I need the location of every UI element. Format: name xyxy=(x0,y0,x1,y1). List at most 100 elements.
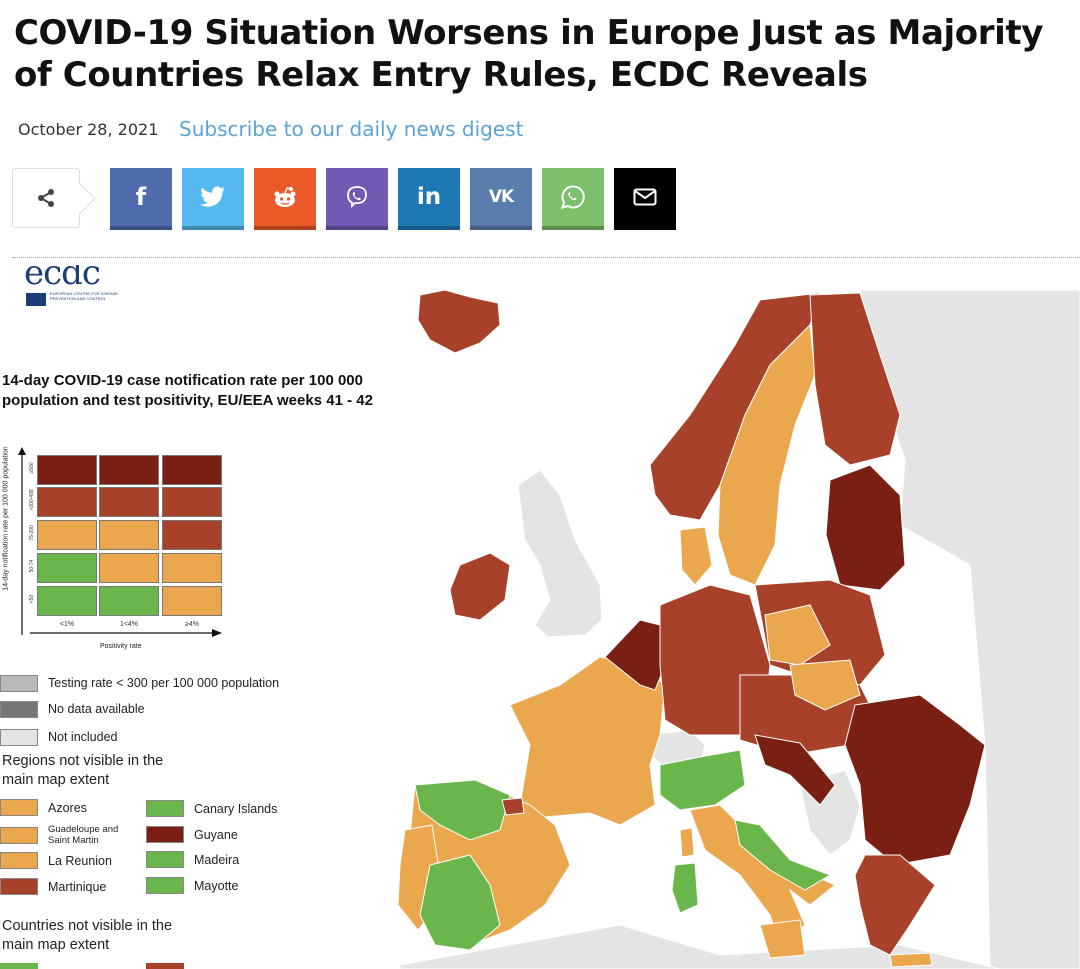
matrix-cell xyxy=(37,586,97,616)
region-denmark xyxy=(679,526,713,586)
matrix-cell xyxy=(162,553,222,583)
region-legend-item: Martinique xyxy=(0,878,106,895)
divider xyxy=(12,257,1080,258)
legend-swatch xyxy=(0,674,38,692)
legend-no-data: No data available xyxy=(0,699,145,719)
region-label: Azores xyxy=(48,800,87,815)
region-spain-green xyxy=(414,779,511,841)
legend-label: Not included xyxy=(48,730,118,744)
region-central-moderate xyxy=(789,659,861,711)
viber-icon xyxy=(347,186,367,209)
region-sicily xyxy=(759,919,806,959)
matrix-cell xyxy=(162,455,222,485)
matrix-row-label: >200-499 xyxy=(29,489,35,511)
countries-heading: Countries not visible in the main map ex… xyxy=(2,918,173,953)
ecdc-logo-text: ecdc xyxy=(24,265,101,293)
region-legend-item: La Reunion xyxy=(0,852,112,869)
region-label: Martinique xyxy=(48,879,107,894)
reddit-share-button[interactable] xyxy=(254,168,316,230)
legend-label: No data available xyxy=(48,702,145,716)
eu-flag-icon xyxy=(26,293,46,306)
region-italy-green-south xyxy=(734,819,832,891)
matrix-col-label: ≥4% xyxy=(185,621,199,628)
region-finland xyxy=(809,292,901,466)
region-label: Canary Islands xyxy=(194,801,278,816)
region-legend-item: Guyane xyxy=(146,826,238,843)
ecdc-logo: ecdc EUROPEAN CENTRE FOR DISEASE PREVENT… xyxy=(24,265,144,333)
matrix-cell xyxy=(37,520,97,550)
region-italy-north xyxy=(659,749,746,811)
europe-map xyxy=(397,289,1080,969)
legend-swatch xyxy=(0,826,38,844)
region-label: Madeira xyxy=(194,852,240,867)
country-swatch-partial xyxy=(146,963,184,969)
email-share-button[interactable] xyxy=(614,168,676,230)
matrix-row-label: ≥500 xyxy=(29,462,35,474)
matrix-cell xyxy=(162,586,222,616)
matrix-cell xyxy=(99,520,159,550)
matrix-cell xyxy=(99,455,159,485)
legend-swatch xyxy=(0,878,38,895)
whatsapp-icon xyxy=(561,185,585,209)
region-sweden xyxy=(717,323,816,586)
matrix-cell xyxy=(162,487,222,517)
matrix-axes xyxy=(18,447,222,637)
matrix-col-label: <1% xyxy=(59,621,75,628)
ecdc-map-figure: ecdc EUROPEAN CENTRE FOR DISEASE PREVENT… xyxy=(0,265,1080,969)
legend-testing-rate: Testing rate < 300 per 100 000 populatio… xyxy=(0,673,279,693)
facebook-share-button[interactable]: f xyxy=(110,168,172,230)
region-label: La Reunion xyxy=(48,853,112,868)
region-crete xyxy=(889,952,933,968)
matrix-y-axis-label: 14-day notification rate per 100 000 pop… xyxy=(2,446,10,591)
region-label: Guyane xyxy=(194,827,238,842)
matrix-cell xyxy=(99,487,159,517)
region-baltics xyxy=(825,464,906,591)
legend-label: Testing rate < 300 per 100 000 populatio… xyxy=(48,676,280,690)
legend-not-included: Not included xyxy=(0,727,118,747)
region-legend-item: Madeira xyxy=(146,851,239,868)
matrix-cell xyxy=(37,455,97,485)
legend-swatch xyxy=(146,800,184,817)
region-poland-moderate xyxy=(764,604,831,666)
regions-heading: Regions not visible in the main map exte… xyxy=(2,753,164,788)
region-legend-item: Guadeloupe and Saint Martin xyxy=(0,824,138,846)
whatsapp-share-button[interactable] xyxy=(542,168,604,230)
legend-swatch xyxy=(146,877,184,894)
legend-swatch xyxy=(146,826,184,843)
article-date: October 28, 2021 xyxy=(18,120,159,139)
region-sardinia xyxy=(671,862,699,914)
subscribe-link[interactable]: Subscribe to our daily news digest xyxy=(179,117,524,141)
region-iceland xyxy=(417,289,501,354)
matrix-row-label: <50 xyxy=(29,594,35,604)
twitter-share-button[interactable] xyxy=(182,168,244,230)
share-toggle-button[interactable] xyxy=(12,168,80,228)
region-legend-item: Azores xyxy=(0,799,87,816)
region-north-africa xyxy=(399,924,1001,969)
vk-share-button[interactable]: VK xyxy=(470,168,532,230)
country-swatch-partial xyxy=(0,963,38,969)
matrix-row-label: 75-200 xyxy=(29,525,35,541)
region-croatia-slovenia xyxy=(754,734,836,806)
region-label: Mayotte xyxy=(194,878,239,893)
matrix-cell xyxy=(37,487,97,517)
legend-swatch xyxy=(0,728,38,746)
region-corsica xyxy=(679,827,695,858)
linkedin-icon: in xyxy=(416,184,442,210)
facebook-icon: f xyxy=(135,183,147,211)
viber-share-button[interactable] xyxy=(326,168,388,230)
matrix-row-label: 50-74 xyxy=(29,559,35,573)
reddit-icon xyxy=(274,187,296,207)
matrix-cell xyxy=(162,520,222,550)
vk-icon: VK xyxy=(488,187,514,207)
region-basque xyxy=(501,797,525,816)
matrix-cell xyxy=(37,553,97,583)
legend-swatch xyxy=(0,852,38,869)
region-uk xyxy=(517,469,603,638)
matrix-x-axis-label: Positivity rate xyxy=(100,643,142,650)
share-icon xyxy=(38,189,54,207)
linkedin-share-button[interactable]: in xyxy=(398,168,460,230)
region-label: Guadeloupe and Saint Martin xyxy=(48,824,119,846)
article-title: COVID-19 Situation Worsens in Europe Jus… xyxy=(14,13,1043,95)
region-legend-item: Canary Islands xyxy=(146,800,277,817)
region-spain-green-south xyxy=(419,854,501,951)
